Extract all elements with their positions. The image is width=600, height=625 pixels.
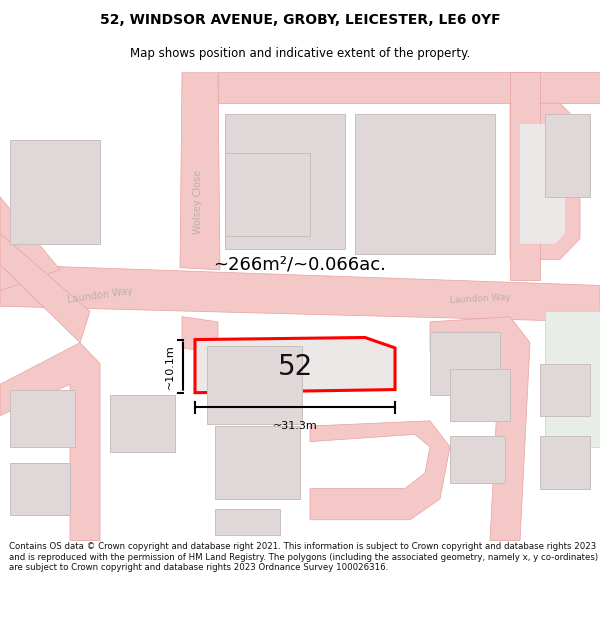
Polygon shape (520, 124, 565, 244)
Polygon shape (545, 311, 600, 447)
Text: Laundon Way: Laundon Way (449, 293, 511, 305)
Text: 52, WINDSOR AVENUE, GROBY, LEICESTER, LE6 0YF: 52, WINDSOR AVENUE, GROBY, LEICESTER, LE… (100, 13, 500, 27)
Bar (430, 332, 500, 395)
Bar (450, 436, 505, 483)
Bar (10, 462, 70, 514)
Text: ~31.3m: ~31.3m (272, 421, 317, 431)
Polygon shape (0, 342, 100, 541)
Text: Laundon Way: Laundon Way (67, 286, 133, 306)
Polygon shape (218, 72, 600, 103)
Bar (110, 395, 175, 452)
Text: Contains OS data © Crown copyright and database right 2021. This information is : Contains OS data © Crown copyright and d… (9, 542, 598, 572)
Polygon shape (510, 103, 580, 259)
Bar (225, 153, 310, 236)
Polygon shape (195, 338, 395, 392)
Bar (10, 389, 75, 447)
Bar (540, 436, 590, 489)
Bar (225, 114, 345, 249)
Text: ~10.1m: ~10.1m (165, 344, 175, 389)
Polygon shape (0, 197, 60, 291)
Text: Map shows position and indicative extent of the property.: Map shows position and indicative extent… (130, 48, 470, 61)
Polygon shape (310, 421, 450, 520)
Bar (215, 426, 300, 499)
Polygon shape (430, 317, 530, 541)
Bar (355, 114, 495, 254)
Bar (540, 364, 590, 416)
Bar (215, 509, 280, 536)
Polygon shape (510, 72, 540, 280)
Text: ~266m²/~0.066ac.: ~266m²/~0.066ac. (214, 256, 386, 274)
Polygon shape (182, 317, 218, 353)
Text: Wolsey Close: Wolsey Close (193, 170, 203, 234)
Bar (207, 346, 302, 424)
Bar (450, 369, 510, 421)
Bar (545, 114, 590, 197)
Text: 52: 52 (277, 352, 313, 381)
Polygon shape (0, 233, 90, 342)
Bar (10, 139, 100, 244)
Polygon shape (180, 72, 220, 270)
Polygon shape (0, 264, 600, 322)
